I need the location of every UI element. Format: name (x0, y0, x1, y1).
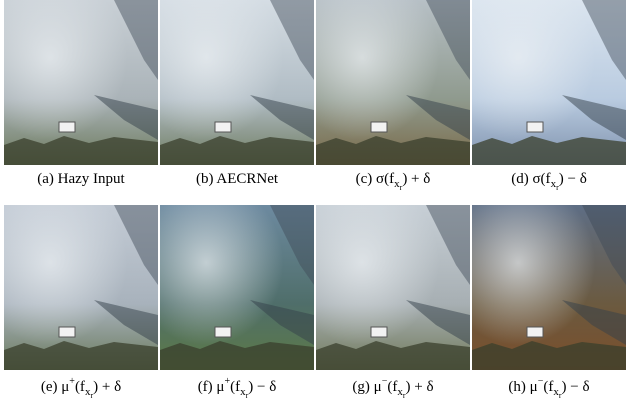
dehazed-image (160, 205, 314, 370)
dehazed-image (472, 0, 626, 165)
result-panel: (d) σ(fxr) − δ (472, 0, 626, 192)
caption-part: (g) μ (352, 379, 381, 395)
caption-part: (f (543, 379, 553, 395)
result-panel: (c) σ(fxr) + δ (316, 0, 470, 192)
caption-part: (a) Hazy Input (37, 171, 124, 187)
caption: (b) AECRNet (160, 171, 314, 188)
dehazed-image (472, 205, 626, 370)
result-panel: (h) μ−(fxr) − δ (472, 205, 626, 400)
caption-part: ) + δ (93, 379, 121, 395)
caption-part: (h) μ (508, 379, 537, 395)
caption: (h) μ−(fxr) − δ (472, 376, 626, 400)
caption: (c) σ(fxr) + δ (316, 171, 470, 192)
caption-part: (b) AECRNet (196, 171, 278, 187)
dehazed-image (316, 205, 470, 370)
caption: (a) Hazy Input (4, 171, 158, 188)
caption: (d) σ(fxr) − δ (472, 171, 626, 192)
caption: (e) μ+(fxr) + δ (4, 376, 158, 400)
dehazed-image (4, 205, 158, 370)
caption-part: ) + δ (402, 171, 430, 187)
caption-part: ) − δ (248, 379, 276, 395)
caption-part: ) − δ (562, 379, 590, 395)
caption-part: (f (387, 379, 397, 395)
dehazed-image (316, 0, 470, 165)
result-panel: (e) μ+(fxr) + δ (4, 205, 158, 400)
caption-part: (c) σ(f (356, 171, 394, 187)
caption-part: (d) σ(f (511, 171, 550, 187)
figure: (a) Hazy Input (b) AECRNet (c) σ(fxr) + … (0, 0, 626, 410)
result-panel: (g) μ−(fxr) + δ (316, 205, 470, 400)
caption-part: (f) μ (198, 379, 225, 395)
dehazed-image (4, 0, 158, 165)
caption-part: ) − δ (559, 171, 587, 187)
caption-part: (e) μ (41, 379, 69, 395)
result-panel: (b) AECRNet (160, 0, 314, 188)
result-panel: (a) Hazy Input (4, 0, 158, 188)
caption: (g) μ−(fxr) + δ (316, 376, 470, 400)
caption-part: ) + δ (406, 379, 434, 395)
caption: (f) μ+(fxr) − δ (160, 376, 314, 400)
caption-part: (f (230, 379, 240, 395)
dehazed-image (160, 0, 314, 165)
result-panel: (f) μ+(fxr) − δ (160, 205, 314, 400)
caption-part: (f (75, 379, 85, 395)
